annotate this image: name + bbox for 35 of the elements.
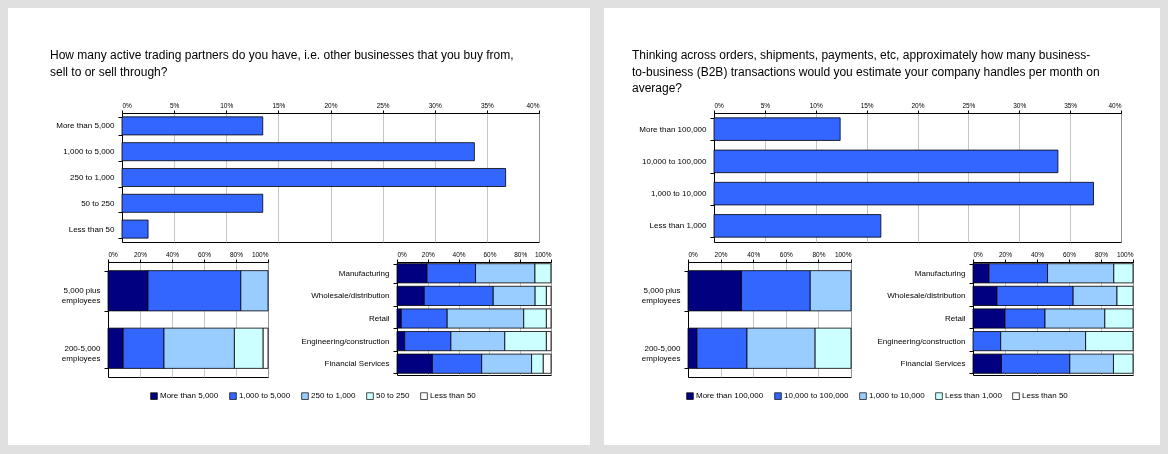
legend-label: 1,000 to 10,000 bbox=[869, 391, 926, 401]
y-tick-label: 200-5,000 employees bbox=[641, 343, 682, 363]
y-tick-label: 250 to 1,000 bbox=[70, 173, 116, 182]
y-tick-label: 200-5,000 employees bbox=[61, 343, 102, 363]
legend-label: 1,000 to 5,000 bbox=[239, 391, 291, 401]
legend-label: Less than 50 bbox=[1022, 391, 1069, 401]
legend-label: More than 100,000 bbox=[696, 391, 764, 401]
legend-label: More than 5,000 bbox=[160, 391, 219, 401]
y-tick-label: Financial Services bbox=[900, 359, 966, 369]
y-tick-label: Less than 50 bbox=[68, 224, 116, 234]
legend-label: 10,000 to 100,000 bbox=[784, 391, 850, 401]
y-tick-label: 1,000 to 10,000 bbox=[650, 189, 708, 199]
chart-title: Thinking across orders, shipments, payments, etc, approximately how many business-to-business (B2B) transactions would you estimate your company handles per month on average? bbox=[632, 47, 1101, 97]
legend-label: Less than 50 bbox=[430, 391, 477, 401]
legend-label: 250 to 1,000 bbox=[311, 391, 357, 401]
y-tick-label: Less than 1,000 bbox=[649, 221, 708, 231]
y-tick-label: 1,000 to 5,000 bbox=[63, 147, 116, 157]
y-tick-label: Engineering/construction bbox=[301, 336, 390, 346]
y-tick-label: More than 5,000 bbox=[56, 121, 116, 131]
chart-title: How many active trading partners do you have, i.e. other businesses that you buy from, sell to or sell through? bbox=[50, 47, 515, 80]
y-tick-label: Wholesale/distribution bbox=[887, 291, 966, 301]
y-tick-label: 5,000 plus employees bbox=[61, 286, 101, 306]
y-tick-label: Manufacturing bbox=[338, 268, 390, 278]
y-tick-label: More than 100,000 bbox=[639, 124, 708, 134]
y-tick-label: Manufacturing bbox=[914, 268, 966, 278]
legend-label: Less than 1,000 bbox=[945, 391, 1003, 401]
y-tick-label: Retail bbox=[945, 314, 966, 323]
y-tick-label: Retail bbox=[369, 314, 390, 323]
y-tick-label: Financial Services bbox=[324, 359, 390, 369]
y-tick-label: 5,000 plus employees bbox=[641, 286, 681, 306]
y-tick-label: Wholesale/distribution bbox=[311, 291, 390, 301]
y-tick-label: 10,000 to 100,000 bbox=[641, 156, 708, 166]
y-tick-label: Engineering/construction bbox=[877, 336, 966, 346]
y-tick-label: 50 to 250 bbox=[81, 198, 116, 208]
legend-label: 50 to 250 bbox=[376, 391, 410, 401]
